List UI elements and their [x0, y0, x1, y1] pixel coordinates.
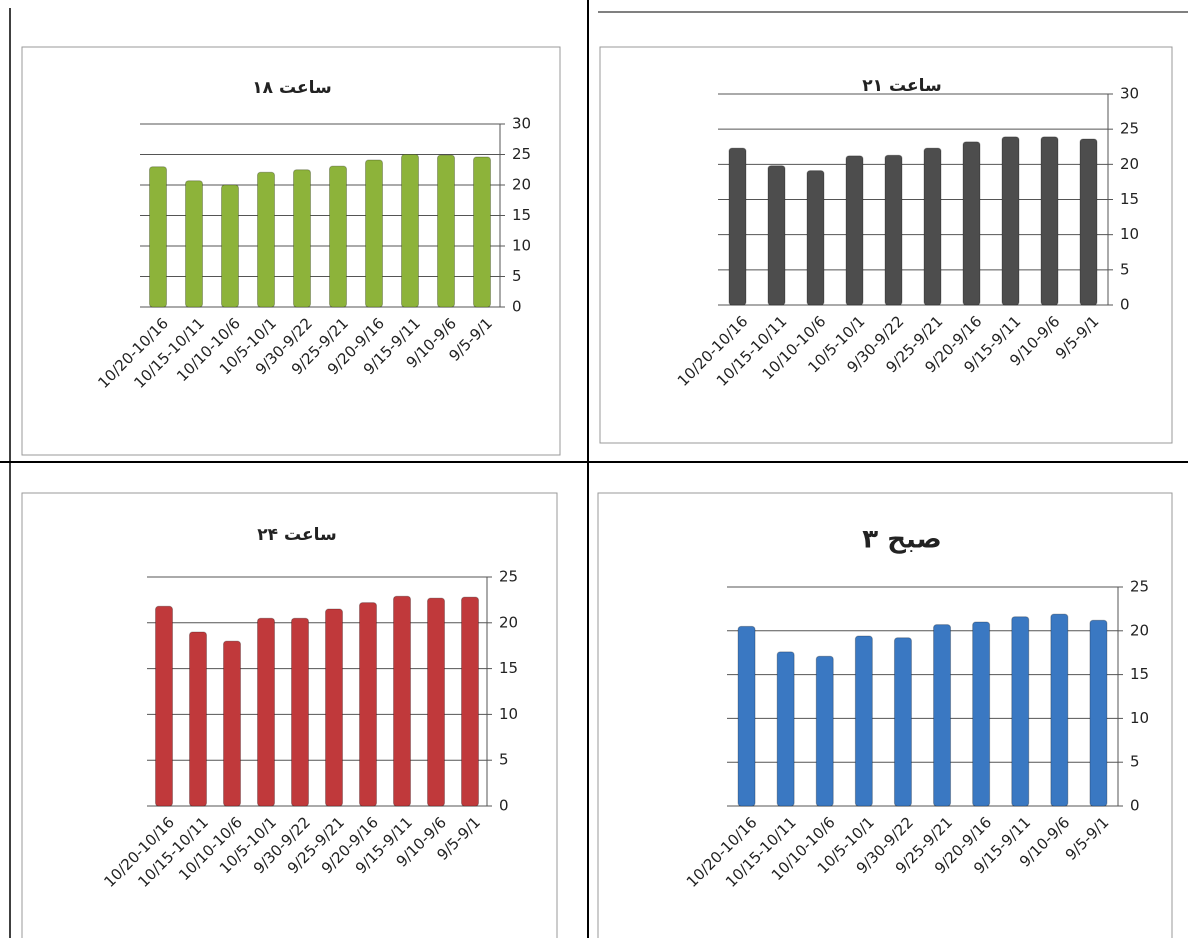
bar [155, 605, 173, 807]
x-tick-label: 9/5-9/1 [1062, 813, 1113, 864]
bar [461, 596, 479, 807]
y-tick-label: 25 [499, 568, 518, 586]
bar [854, 635, 873, 807]
y-tick-label: 15 [499, 659, 518, 677]
bar [325, 608, 343, 807]
bar [437, 154, 455, 308]
bar [1079, 138, 1098, 306]
x-tick-label: 9/5-9/1 [1052, 312, 1103, 363]
bar [365, 159, 383, 308]
y-tick-label: 10 [512, 237, 531, 255]
chart-title: ساعت ۲۱ [862, 76, 941, 96]
bar [257, 171, 275, 308]
y-tick-label: 5 [1120, 260, 1130, 278]
chart-frame [21, 492, 558, 938]
bar [223, 640, 241, 807]
bar [776, 651, 795, 807]
y-tick-label: 25 [512, 145, 531, 163]
bar [923, 147, 942, 306]
bar [737, 625, 756, 807]
y-tick-label: 25 [1120, 120, 1139, 138]
bar [291, 617, 309, 807]
y-tick-label: 20 [499, 613, 518, 631]
y-tick-label: 30 [1120, 85, 1139, 103]
y-tick-label: 10 [499, 705, 518, 723]
y-tick-label: 0 [512, 298, 522, 316]
bar [1001, 136, 1020, 306]
bar [427, 597, 445, 807]
chart-title: ساعت ۱۸ [252, 78, 331, 98]
y-tick-label: 25 [1130, 578, 1149, 596]
bar [473, 156, 491, 308]
bar [149, 166, 167, 308]
chart-title: ساعت ۲۴ [257, 525, 336, 545]
y-tick-label: 15 [1130, 665, 1149, 683]
y-tick-label: 30 [512, 115, 531, 133]
y-tick-label: 20 [1120, 155, 1139, 173]
y-tick-label: 0 [1120, 296, 1130, 314]
y-tick-label: 5 [512, 267, 522, 285]
chart-title: ۳ صبح [862, 525, 941, 555]
bar [329, 165, 347, 308]
bar [1050, 613, 1069, 807]
bar [1040, 136, 1059, 306]
y-tick-label: 0 [499, 797, 509, 815]
bar [884, 154, 903, 306]
chart-frame [599, 46, 1173, 444]
y-tick-label: 5 [1130, 753, 1140, 771]
bar [806, 170, 825, 306]
bar [933, 624, 952, 807]
bar [257, 617, 275, 807]
y-tick-label: 0 [1130, 797, 1140, 815]
bar [293, 169, 311, 308]
bar [1089, 619, 1108, 807]
bar [393, 595, 411, 807]
bar [221, 184, 239, 308]
bar [893, 637, 912, 807]
y-tick-label: 20 [1130, 621, 1149, 639]
y-tick-label: 10 [1120, 225, 1139, 243]
bar [1011, 616, 1030, 807]
y-tick-label: 5 [499, 751, 509, 769]
y-tick-label: 15 [512, 206, 531, 224]
bar [189, 631, 207, 807]
bar [401, 154, 419, 308]
bar [728, 147, 747, 306]
chart-frame [597, 492, 1173, 938]
bar [185, 180, 203, 308]
chart-frame [21, 46, 561, 456]
bar [962, 141, 981, 306]
y-tick-label: 10 [1130, 709, 1149, 727]
bar [767, 165, 786, 306]
bar [845, 155, 864, 306]
bar [815, 655, 834, 807]
bar [972, 621, 991, 807]
y-tick-label: 20 [512, 176, 531, 194]
y-tick-label: 15 [1120, 190, 1139, 208]
bar [359, 602, 377, 807]
